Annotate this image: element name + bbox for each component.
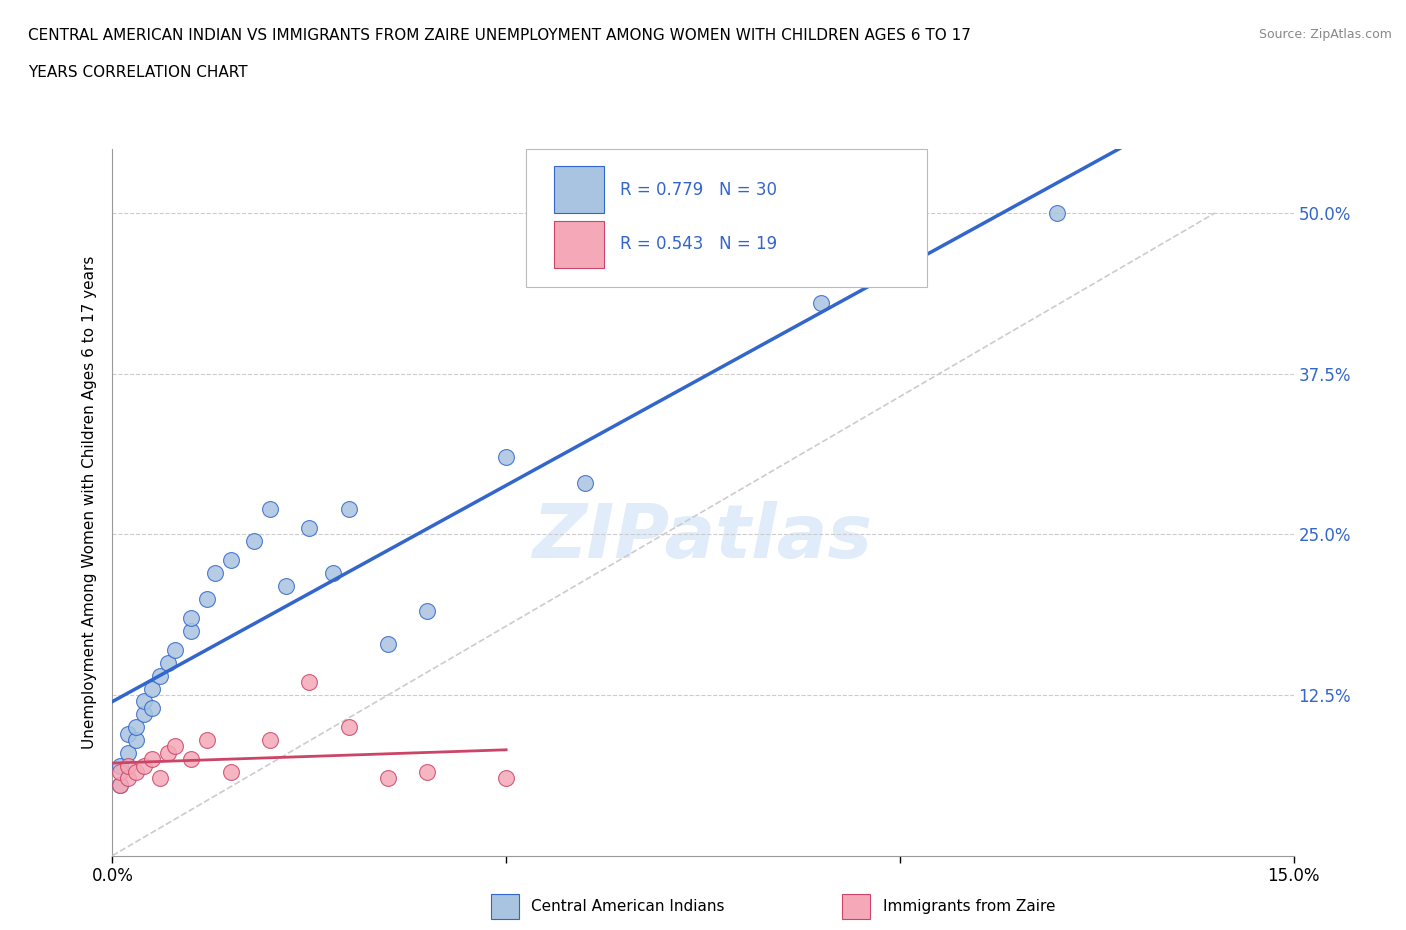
Point bbox=[132, 758, 155, 773]
Point bbox=[574, 475, 596, 490]
Point bbox=[117, 745, 139, 760]
Point bbox=[495, 450, 517, 465]
Text: R = 0.543   N = 19: R = 0.543 N = 19 bbox=[620, 235, 778, 253]
Text: CENTRAL AMERICAN INDIAN VS IMMIGRANTS FROM ZAIRE UNEMPLOYMENT AMONG WOMEN WITH C: CENTRAL AMERICAN INDIAN VS IMMIGRANTS FR… bbox=[28, 28, 972, 43]
Text: Central American Indians: Central American Indians bbox=[531, 899, 725, 914]
FancyBboxPatch shape bbox=[554, 166, 603, 214]
Point bbox=[298, 674, 321, 689]
Point bbox=[180, 751, 202, 766]
Point bbox=[219, 552, 242, 567]
Point bbox=[125, 733, 148, 748]
Point bbox=[149, 669, 172, 684]
Point bbox=[337, 720, 360, 735]
Point bbox=[810, 296, 832, 311]
Point bbox=[219, 764, 242, 779]
Point bbox=[377, 771, 399, 786]
Point bbox=[243, 533, 266, 548]
Point bbox=[156, 656, 179, 671]
Point bbox=[110, 777, 132, 792]
Text: Source: ZipAtlas.com: Source: ZipAtlas.com bbox=[1258, 28, 1392, 41]
Point bbox=[416, 764, 439, 779]
Point bbox=[125, 720, 148, 735]
Point bbox=[195, 733, 218, 748]
Point bbox=[377, 636, 399, 651]
Point bbox=[337, 501, 360, 516]
FancyBboxPatch shape bbox=[526, 149, 928, 286]
Point bbox=[141, 700, 163, 715]
Point bbox=[180, 610, 202, 625]
Point bbox=[1046, 206, 1069, 220]
FancyBboxPatch shape bbox=[554, 220, 603, 268]
Point bbox=[274, 578, 297, 593]
Point bbox=[141, 681, 163, 696]
Point bbox=[165, 739, 187, 754]
Point bbox=[117, 726, 139, 741]
Point bbox=[204, 565, 226, 580]
Point bbox=[110, 777, 132, 792]
Text: ZIPatlas: ZIPatlas bbox=[533, 501, 873, 574]
Point bbox=[180, 623, 202, 638]
Point bbox=[132, 707, 155, 722]
Point bbox=[195, 591, 218, 606]
Point bbox=[165, 643, 187, 658]
Text: Immigrants from Zaire: Immigrants from Zaire bbox=[883, 899, 1056, 914]
Point bbox=[117, 771, 139, 786]
Text: R = 0.779   N = 30: R = 0.779 N = 30 bbox=[620, 180, 778, 199]
Point bbox=[298, 521, 321, 536]
Point bbox=[117, 758, 139, 773]
Point bbox=[110, 758, 132, 773]
Point bbox=[416, 604, 439, 618]
Y-axis label: Unemployment Among Women with Children Ages 6 to 17 years: Unemployment Among Women with Children A… bbox=[82, 256, 97, 749]
Point bbox=[322, 565, 344, 580]
Point bbox=[132, 694, 155, 709]
Point bbox=[259, 501, 281, 516]
Point bbox=[259, 733, 281, 748]
Point bbox=[141, 751, 163, 766]
Point bbox=[110, 764, 132, 779]
Point bbox=[125, 764, 148, 779]
Point bbox=[156, 745, 179, 760]
Point bbox=[149, 771, 172, 786]
Text: YEARS CORRELATION CHART: YEARS CORRELATION CHART bbox=[28, 65, 247, 80]
Point bbox=[495, 771, 517, 786]
